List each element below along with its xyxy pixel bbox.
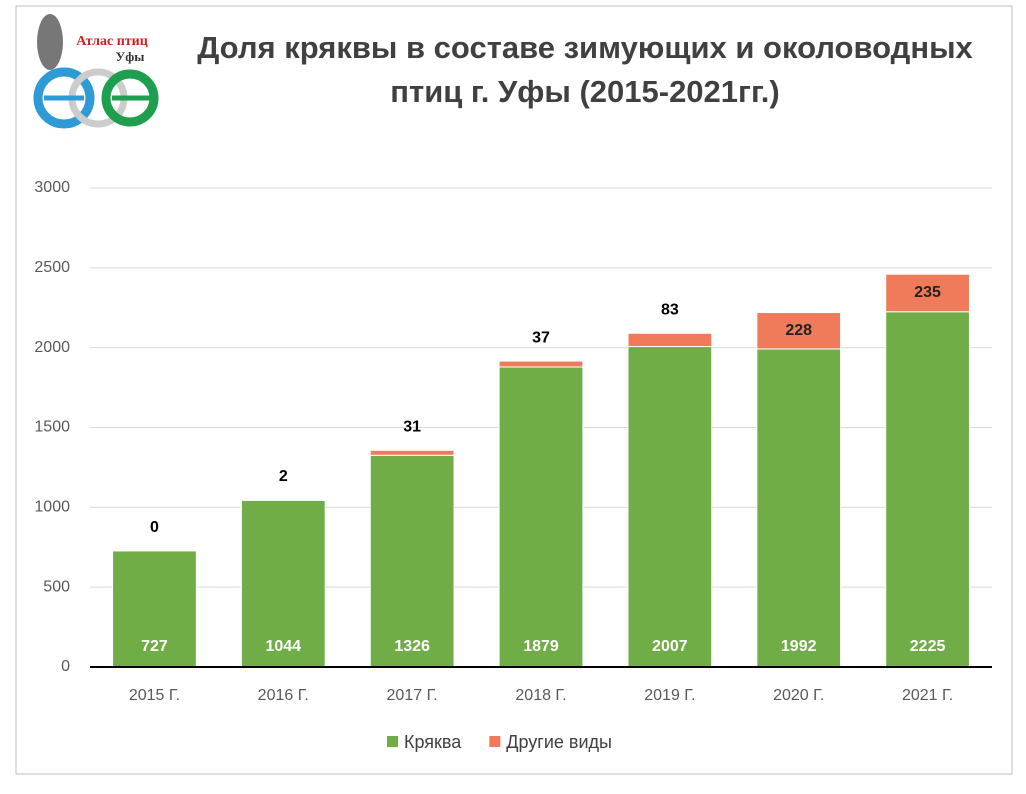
x-tick-label: 2020 Г. (773, 687, 824, 704)
data-label: 2007 (652, 638, 688, 655)
chart-title: Доля кряквы в составе зимующих и околово… (197, 30, 973, 109)
logo-subtitle: Уфы (116, 49, 145, 64)
logo-title: Атлас птиц (76, 34, 148, 49)
y-tick-label: 1500 (34, 419, 70, 436)
y-tick-label: 2500 (34, 259, 70, 276)
y-tick-label: 0 (61, 658, 70, 675)
bar-segment (885, 273, 970, 313)
bar-segment (369, 454, 455, 668)
y-tick-label: 1000 (34, 499, 70, 516)
x-tick-label: 2019 Г. (644, 687, 695, 704)
logo-owl (37, 14, 63, 70)
bar-segment (885, 311, 970, 668)
legend-label: Кряква (404, 732, 462, 752)
bar-segment (627, 346, 713, 668)
data-label: 1044 (265, 638, 301, 655)
legend-label: Другие виды (506, 732, 612, 752)
bar-segment (756, 312, 842, 350)
data-label: 228 (785, 322, 812, 339)
legend-swatch (489, 736, 501, 747)
data-label: 0 (150, 519, 159, 536)
bar-segment (498, 366, 584, 668)
y-tick-label: 500 (43, 578, 70, 595)
legend-swatch (387, 736, 398, 747)
data-label: 727 (141, 638, 168, 655)
data-label: 1879 (523, 638, 559, 655)
legend-box (362, 722, 667, 762)
x-tick-label: 2017 Г. (387, 687, 438, 704)
logo-ring (101, 69, 159, 127)
bar-segment (498, 360, 584, 368)
logo-ring (33, 67, 95, 129)
data-label: 2 (279, 468, 288, 485)
bar-segment (756, 348, 842, 668)
x-tick-label: 2021 Г. (902, 687, 953, 704)
data-label: 37 (532, 329, 550, 346)
data-label: 31 (403, 419, 421, 436)
bar-segment (369, 449, 455, 456)
y-tick-label: 3000 (34, 179, 70, 196)
x-tick-label: 2015 Г. (129, 687, 180, 704)
data-label: 83 (661, 302, 679, 319)
data-label: 2225 (910, 638, 946, 655)
data-label: 1992 (781, 638, 817, 655)
data-label: 1326 (394, 638, 430, 655)
bar-segment (240, 499, 326, 668)
bar-segment (112, 550, 197, 668)
x-tick-label: 2018 Г. (515, 687, 566, 704)
x-tick-label: 2016 Г. (258, 687, 309, 704)
logo: Атлас птиц Уфы (33, 14, 159, 129)
data-label: 235 (914, 284, 941, 301)
bar-segment (627, 332, 713, 348)
y-tick-label: 2000 (34, 339, 70, 356)
